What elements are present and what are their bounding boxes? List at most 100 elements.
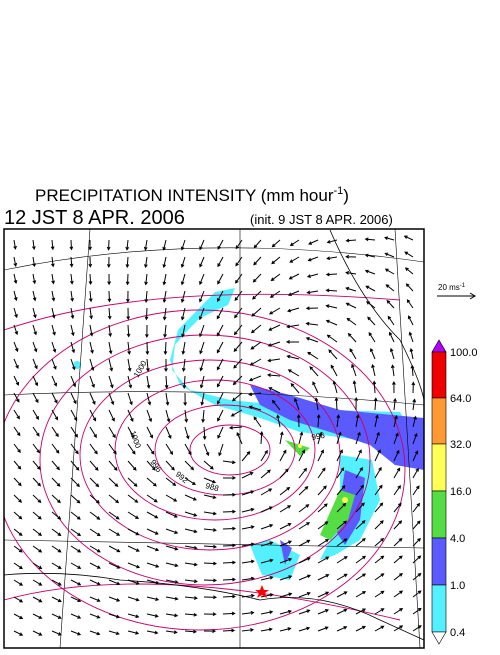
wind-arrow xyxy=(222,509,237,514)
wind-arrow xyxy=(89,392,96,405)
wind-arrow xyxy=(32,290,37,302)
wind-arrow xyxy=(184,629,197,634)
wind-arrow xyxy=(407,315,414,326)
colorbar-label: 1.0 xyxy=(450,580,465,592)
wind-arrow xyxy=(162,273,167,286)
wind-arrow xyxy=(374,555,385,564)
wind-arrow xyxy=(89,579,101,586)
wind-arrow xyxy=(165,460,175,471)
wind-arrow xyxy=(89,460,99,471)
wind-arrow xyxy=(32,613,43,619)
wind-arrow xyxy=(296,413,301,428)
wind-arrow xyxy=(222,611,236,616)
wind-arrow xyxy=(279,627,292,632)
wind-arrow xyxy=(393,467,401,479)
wind-arrow xyxy=(260,575,274,581)
wind-arrow xyxy=(146,375,151,389)
wind-arrow xyxy=(144,256,148,269)
wind-arrow xyxy=(217,239,224,250)
wind-arrow xyxy=(146,443,155,455)
wind-arrow xyxy=(222,577,237,582)
precip-heavier xyxy=(298,444,348,503)
wind-arrow xyxy=(32,443,41,454)
wind-arrow xyxy=(390,364,395,377)
wind-arrow xyxy=(50,239,55,251)
wind-arrow xyxy=(203,612,217,617)
colorbar-label: 4.0 xyxy=(450,533,465,545)
colorbar-label: 64.0 xyxy=(450,393,471,405)
wind-arrow xyxy=(260,610,274,615)
wind-arrow xyxy=(374,466,382,479)
wind-arrow xyxy=(305,321,319,326)
wind-arrow xyxy=(146,392,152,406)
contour-label: 988 xyxy=(204,481,220,493)
wind-arrow xyxy=(108,324,112,338)
wind-arrow xyxy=(203,494,217,500)
wind-arrow xyxy=(268,324,281,331)
wind-arrow xyxy=(308,239,319,245)
wind-arrow xyxy=(336,520,347,530)
wind-arrow xyxy=(412,502,421,513)
wind-arrow xyxy=(184,511,198,517)
wind-arrow xyxy=(32,477,42,487)
title: PRECIPITATION INTENSITY (mm hour-1) xyxy=(35,185,349,205)
wind-arrow xyxy=(181,358,186,372)
wind-arrow xyxy=(233,341,243,353)
wind-arrow xyxy=(374,502,384,513)
wind-arrow xyxy=(89,443,98,455)
wind-arrow xyxy=(51,426,59,438)
wind-arrow xyxy=(298,504,310,513)
wind-arrow xyxy=(229,425,243,430)
wind-arrow xyxy=(269,290,281,298)
wind-arrow xyxy=(241,542,255,547)
wind-arrow xyxy=(106,256,111,268)
colorbar-labels: 100.0 64.0 32.0 16.0 4.0 1.0 0.4 xyxy=(450,347,478,639)
wind-arrow xyxy=(271,399,281,411)
wind-arrow xyxy=(165,545,179,551)
wind-arrow xyxy=(108,579,121,586)
wind-arrow xyxy=(13,460,22,470)
wind-scale-arrow xyxy=(437,292,476,300)
wind-arrow xyxy=(32,341,38,353)
wind-arrow xyxy=(108,426,116,439)
wind-arrow xyxy=(317,431,323,445)
wind-arrow xyxy=(374,431,380,445)
wind-arrow xyxy=(32,494,42,504)
wind-arrow xyxy=(409,347,414,360)
wind-arrow xyxy=(51,443,60,454)
wind-arrow xyxy=(13,358,19,370)
wind-arrow xyxy=(32,324,38,336)
wind-arrow xyxy=(355,449,362,462)
wind-arrow xyxy=(180,256,186,268)
wind-arrow xyxy=(69,256,74,268)
wind-arrow xyxy=(260,541,274,547)
wind-arrow xyxy=(233,324,243,336)
wind-arrow xyxy=(146,426,153,439)
wind-arrow xyxy=(51,358,57,370)
wind-arrow xyxy=(32,392,39,404)
wind-arrow xyxy=(412,607,422,615)
wind-arrow xyxy=(241,628,255,632)
wind-arrow xyxy=(106,239,111,251)
wind-arrow xyxy=(279,540,293,547)
wind-arrow xyxy=(199,324,205,338)
wind-arrow xyxy=(279,523,292,530)
colorbar-top xyxy=(431,339,447,353)
wind-arrow xyxy=(127,562,141,569)
wind-arrow xyxy=(165,477,177,487)
wind-arrow xyxy=(334,396,339,411)
wind-arrow xyxy=(51,341,57,353)
wind-arrow xyxy=(393,520,403,530)
wind-arrow xyxy=(180,307,186,321)
contour-label: 996 xyxy=(311,431,326,442)
wind-arrow xyxy=(307,351,319,360)
wind-arrow xyxy=(285,339,300,344)
wind-arrow xyxy=(180,273,186,286)
wind-arrow xyxy=(336,591,348,598)
wind-arrow xyxy=(325,288,338,293)
wind-arrow xyxy=(336,556,348,564)
wind-arrow xyxy=(286,354,300,360)
wind-arrow xyxy=(412,485,420,496)
wind-arrow xyxy=(298,539,311,547)
wind-arrow xyxy=(235,239,243,250)
